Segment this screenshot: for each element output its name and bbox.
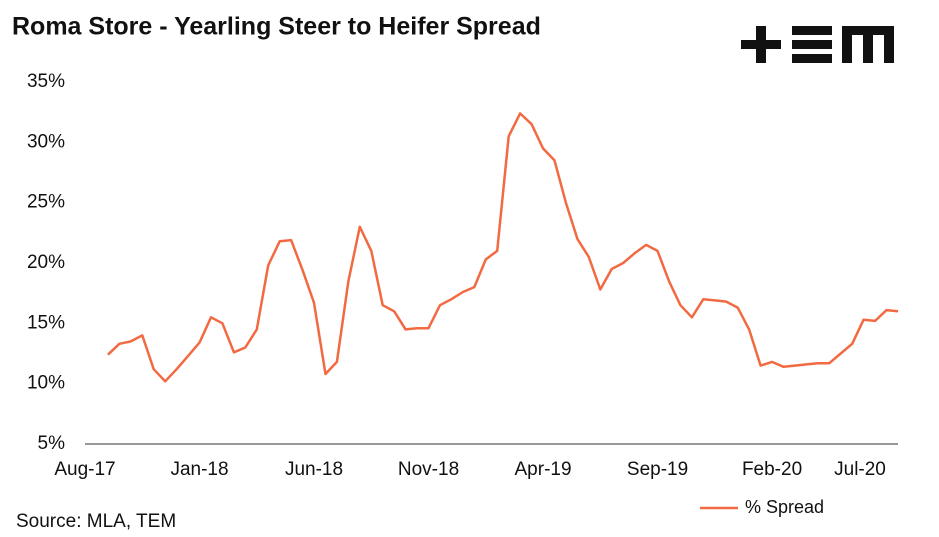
legend-label: % Spread: [745, 497, 824, 517]
y-tick-label: 10%: [27, 373, 65, 394]
x-tick-label: Nov-18: [398, 459, 459, 480]
logo: [741, 26, 894, 63]
y-tick-label: 15%: [27, 312, 65, 333]
y-tick-label: 25%: [27, 192, 65, 213]
y-tick-label: 5%: [38, 433, 66, 454]
y-tick-label: 20%: [27, 252, 65, 273]
x-tick-label: Jun-18: [285, 459, 343, 480]
x-tick-label: Feb-20: [742, 459, 802, 480]
chart-title: Roma Store - Yearling Steer to Heifer Sp…: [12, 13, 541, 41]
y-tick-label: 30%: [27, 131, 65, 152]
line-series: [107, 112, 899, 383]
source: Source: MLA, TEM: [16, 511, 176, 532]
x-tick-label: Jul-20: [834, 459, 886, 480]
x-tick-label: Aug-17: [54, 459, 115, 480]
x-tick-label: Sep-19: [627, 459, 688, 480]
x-tick-label: Jan-18: [170, 459, 228, 480]
y-tick-label: 35%: [27, 71, 65, 92]
x-tick-label: Apr-19: [515, 459, 572, 480]
